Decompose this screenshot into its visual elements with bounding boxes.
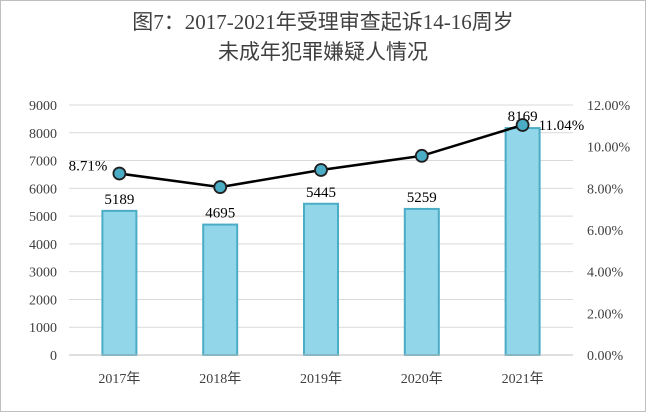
bar-value-label: 5259 [407, 190, 437, 206]
line-point [112, 166, 127, 181]
bar-value-label: 5445 [306, 185, 336, 201]
line-value-label: 8.71% [69, 159, 108, 175]
chart-title-line-1: 图7：2017-2021年受理审查起诉14-16周岁 [132, 10, 514, 34]
category-label: 2021年 [502, 371, 544, 387]
category-label: 2019年 [300, 371, 342, 387]
bar [202, 223, 239, 356]
left-axis-tick-label: 3000 [29, 266, 57, 281]
right-axis-tick-label: 2.00% [587, 307, 624, 322]
right-axis-tick-label: 6.00% [587, 224, 624, 239]
right-axis-tick-label: 0.00% [587, 349, 624, 364]
chart-title: 图7：2017-2021年受理审查起诉14-16周岁 未成年犯罪嫌疑人情况 [1, 7, 645, 67]
line-series [119, 123, 523, 189]
left-axis-tick-label: 5000 [29, 210, 57, 225]
right-axis-tick-label: 10.00% [587, 141, 631, 156]
bar-value-label: 5189 [104, 192, 134, 208]
bar [303, 202, 339, 356]
bar-value-label: 4695 [205, 206, 235, 222]
category-label: 2018年 [199, 371, 241, 387]
left-axis-tick-label: 9000 [29, 99, 57, 114]
left-axis-tick-label: 2000 [29, 293, 57, 308]
category-label: 2020年 [401, 371, 443, 387]
category-label: 2017年 [98, 371, 140, 387]
left-axis-tick-label: 0 [50, 349, 57, 364]
bar-value-label: 8169 [508, 109, 538, 125]
right-axis-tick-label: 4.00% [587, 266, 624, 281]
right-axis-tick-label: 12.00% [587, 99, 631, 114]
left-axis-tick-label: 7000 [29, 155, 57, 170]
left-axis-tick-label: 8000 [29, 127, 57, 142]
line-point [213, 180, 228, 194]
line-point [515, 118, 530, 132]
line-value-label: 11.04% [539, 118, 585, 134]
bar [101, 209, 138, 356]
bar [403, 207, 440, 356]
line-point [314, 163, 328, 177]
left-axis-tick-label: 1000 [29, 321, 57, 336]
left-axis-tick-label: 4000 [29, 238, 57, 253]
line-point [414, 148, 429, 163]
left-axis-tick-label: 6000 [29, 182, 57, 197]
right-axis-tick-label: 8.00% [587, 182, 624, 197]
chart-title-line-2: 未成年犯罪嫌疑人情况 [218, 40, 428, 64]
bar [504, 127, 541, 357]
